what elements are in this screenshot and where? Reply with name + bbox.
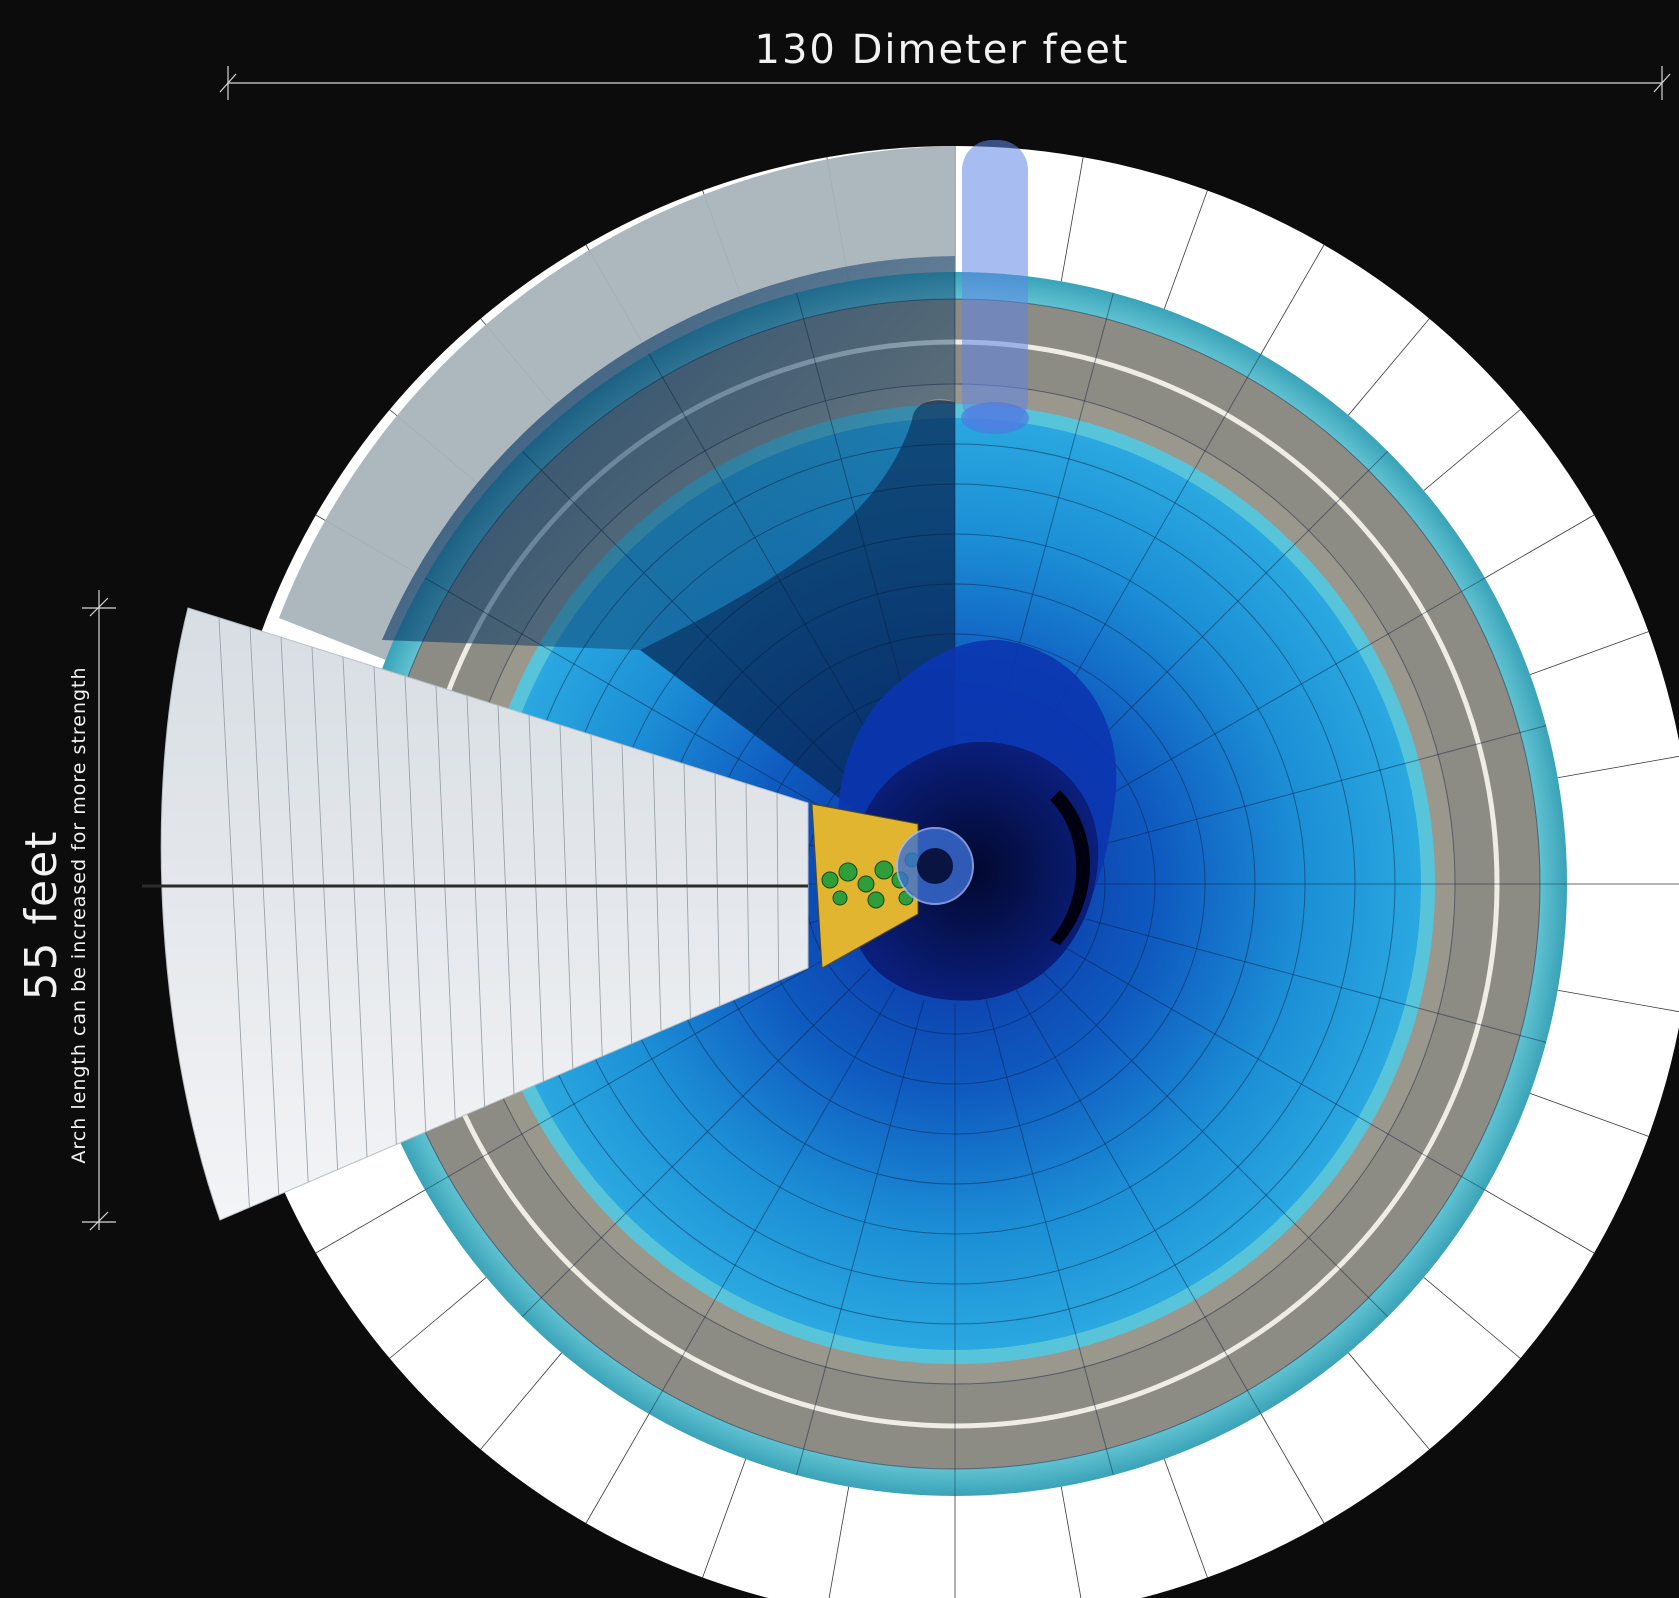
arch-panel [160,607,809,1221]
height-label: 55 feet [16,830,67,1001]
outer-spoke [1260,1413,1325,1524]
outer-spoke [1557,989,1679,1013]
arch-grid-line [404,676,427,1132]
upper-left-dark-band [382,256,955,884]
arch-grid-line [342,656,368,1158]
outer-spoke [315,1189,426,1254]
outer-spoke [389,1277,487,1359]
outer-spoke [1163,190,1208,310]
inner-spoke [648,987,896,1415]
outer-spoke [1060,1486,1082,1598]
inner-spoke [521,450,871,800]
inner-spoke [1070,725,1547,854]
arch-grid-line [373,666,397,1145]
outer-spoke [1260,244,1325,355]
outer-spoke [1423,1277,1521,1359]
arch-grid-line [218,617,250,1208]
diameter-dimension [219,66,1671,100]
arch-grid-line [311,646,339,1170]
inner-spoke [1070,914,1547,1043]
arch-grid-line [621,744,633,1044]
inner-spoke [424,577,852,825]
arch-grid-line [652,754,662,1032]
outer-spoke [1348,318,1430,416]
outer-spoke [1348,1352,1430,1450]
inner-spoke [1039,968,1389,1318]
water-tube-end [961,402,1029,434]
outer-spoke [1163,1458,1208,1578]
outer-spoke [1484,1189,1595,1254]
inner-spoke [521,968,871,1318]
arch-grid-line [559,724,574,1069]
inner-spoke [1058,577,1486,825]
arch-grid-line [435,685,456,1120]
inner-spoke [424,943,852,1191]
outer-spoke [1423,409,1521,491]
arch-panel-grid [218,617,780,1208]
diameter-label: 130 Dimeter feet [755,27,1130,73]
core-crescent [1050,790,1090,945]
inner-spoke [648,353,896,781]
outer-spoke [1060,157,1084,282]
water-tube [962,140,1028,430]
outer-spoke [1529,1092,1649,1137]
outer-spoke [1557,755,1679,779]
arch-grid-line [280,637,309,1183]
inner-spoke [796,999,925,1476]
arch-grid-line [528,715,544,1082]
inner-spoke [1058,943,1486,1191]
outer-spoke [828,1486,850,1598]
arch-grid-line [466,695,486,1107]
outer-spoke [702,1458,747,1578]
inner-spoke [1014,987,1262,1415]
outer-spoke [585,1413,650,1524]
center-lens-core [917,848,953,884]
arch-grid-line [683,763,691,1019]
outer-spoke [1529,631,1649,676]
arch-grid-line [590,734,603,1057]
arch-grid-line [714,773,721,1006]
arch-grid-line [249,627,280,1195]
height-dimension [82,590,116,1231]
outer-spoke [1484,514,1595,579]
arch-grid-line [497,705,515,1095]
height-note: Arch length can be increased for more st… [68,666,90,1163]
arch-grid-line [745,783,750,994]
outer-spoke [480,1352,562,1450]
inner-spoke [985,999,1114,1476]
